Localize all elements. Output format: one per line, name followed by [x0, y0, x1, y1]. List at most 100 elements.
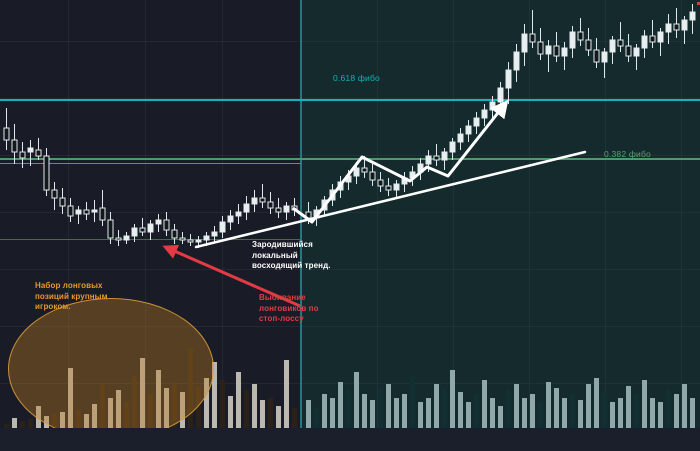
annotation-accumulation: Набор лонговых позиций крупным игроком.: [35, 281, 108, 311]
candle-right: [609, 36, 616, 64]
candle-left: [51, 182, 58, 210]
volume-bar-left: [20, 421, 25, 428]
fibo-618-label: 0.618 фибо: [333, 73, 380, 83]
candle-left: [83, 202, 90, 220]
candle-left: [139, 218, 146, 236]
volume-bar-left: [268, 398, 273, 428]
candle-left: [243, 196, 250, 220]
volume-bar-right: [610, 402, 615, 428]
volume-bar-left: [252, 384, 257, 428]
volume-bar-right: [674, 394, 679, 428]
candle-right: [641, 30, 648, 58]
volume-bar-left: [276, 406, 281, 428]
candle-left: [163, 212, 170, 236]
candle-right: [433, 144, 440, 166]
volume-bar-right: [378, 388, 383, 428]
candle-right: [505, 62, 512, 104]
volume-bar-right: [602, 392, 607, 428]
volume-bar-right: [474, 394, 479, 428]
candle-left: [43, 148, 50, 196]
volume-bar-right: [594, 378, 599, 428]
volume-bar-right: [522, 398, 527, 428]
candle-right: [473, 112, 480, 134]
volume-bar-left: [236, 372, 241, 428]
volume-bar-left: [220, 380, 225, 428]
volume-bar-right: [386, 384, 391, 428]
zigzag-impulse-line: [292, 99, 509, 224]
candle-left: [235, 204, 242, 224]
accumulation-highlight-circle: [8, 298, 214, 440]
candle-right: [377, 172, 384, 192]
candle-left: [131, 224, 138, 242]
candle-right: [617, 22, 624, 52]
volume-bar-left: [12, 418, 17, 428]
volume-bar-right: [546, 382, 551, 428]
candle-right: [521, 24, 528, 66]
candle-right: [657, 28, 664, 56]
volume-bar-right: [306, 400, 311, 428]
volume-bar-right: [450, 370, 455, 428]
candle-left: [27, 140, 34, 166]
candle-right: [481, 104, 488, 126]
volume-bar-right: [618, 398, 623, 428]
candle-right: [681, 16, 688, 44]
volume-bar-right: [410, 376, 415, 428]
volume-bar-left: [244, 390, 249, 428]
volume-bar-right: [666, 390, 671, 428]
candle-right: [545, 40, 552, 72]
candle-left: [99, 190, 106, 226]
candle-left: [147, 220, 154, 240]
candle-left: [75, 206, 82, 224]
time-axis-footer: [0, 428, 700, 451]
candle-left: [227, 210, 234, 230]
candle-right: [441, 148, 448, 170]
candle-left: [35, 138, 42, 160]
volume-bar-right: [642, 380, 647, 428]
gridline-vertical: [222, 0, 223, 428]
candle-left: [179, 232, 186, 244]
candle-right: [577, 18, 584, 46]
volume-bar-right: [586, 384, 591, 428]
candle-right: [649, 20, 656, 48]
volume-bar-right: [514, 384, 519, 428]
candle-left: [211, 226, 218, 242]
volume-bar-right: [498, 406, 503, 428]
volume-bar-right: [650, 398, 655, 428]
volume-bar-left: [260, 400, 265, 428]
candle-right: [537, 28, 544, 60]
volume-bar-right: [370, 400, 375, 428]
candle-right: [625, 34, 632, 62]
volume-bar-right: [578, 400, 583, 428]
fibo-382-label: 0.382 фибо: [604, 149, 651, 159]
volume-bar-right: [418, 402, 423, 428]
candle-left: [251, 190, 258, 212]
gridline-horizontal: [0, 269, 700, 270]
candle-left: [3, 108, 10, 150]
volume-bar-left: [28, 419, 33, 428]
support-level-line-mid: [0, 163, 301, 164]
candle-right: [665, 14, 672, 44]
volume-bar-right: [466, 402, 471, 428]
volume-bar-right: [442, 388, 447, 428]
volume-bar-right: [482, 380, 487, 428]
candle-right: [529, 10, 536, 48]
candle-left: [11, 124, 18, 164]
candle-right: [449, 138, 456, 160]
candle-right: [569, 26, 576, 58]
candle-left: [267, 192, 274, 214]
candle-right: [385, 178, 392, 196]
candle-left: [283, 202, 290, 220]
gridline-vertical: [145, 0, 146, 428]
volume-bar-right: [554, 388, 559, 428]
fibo-level-382-line: [0, 158, 700, 160]
volume-bar-left: [196, 386, 201, 428]
volume-bar-right: [354, 372, 359, 428]
candle-right: [457, 128, 464, 150]
annotation-local-uptrend: Зародившийся локальный восходящий тренд.: [252, 240, 331, 270]
candle-left: [115, 230, 122, 246]
volume-bar-left: [228, 396, 233, 428]
volume-bar-right: [346, 390, 351, 428]
volume-bar-right: [458, 392, 463, 428]
volume-bar-right: [634, 394, 639, 428]
